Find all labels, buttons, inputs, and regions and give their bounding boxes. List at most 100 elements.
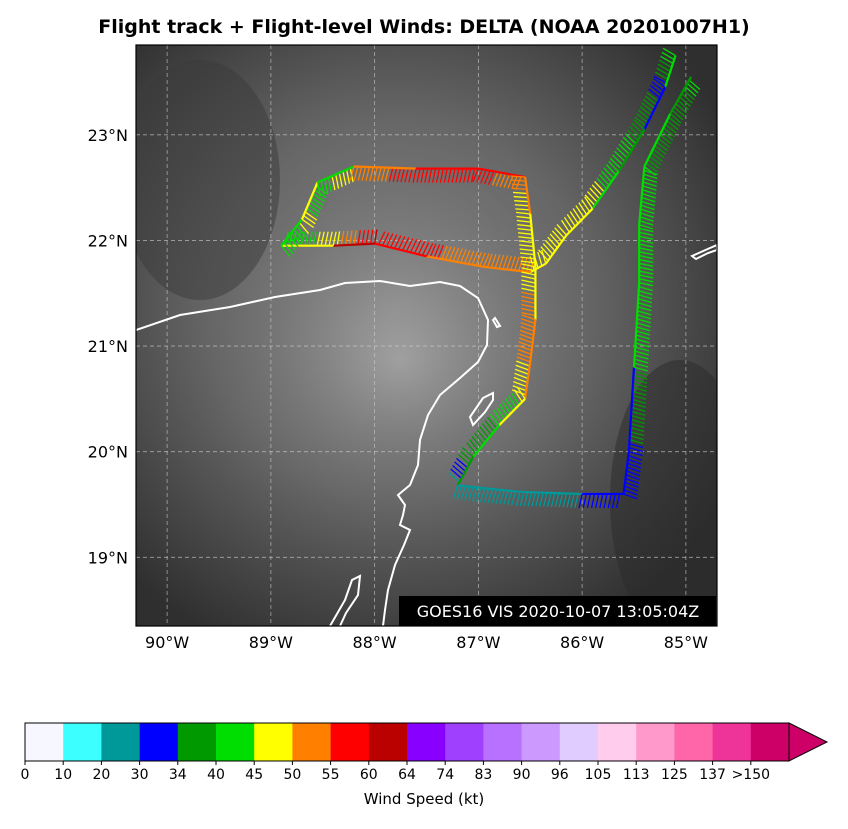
lon-tick-label: 88°W xyxy=(353,633,397,652)
wind-barb xyxy=(361,229,366,245)
wind-barb xyxy=(657,63,671,72)
wind-barb xyxy=(342,171,347,186)
wind-barb xyxy=(515,176,522,190)
wind-barb xyxy=(630,422,645,429)
wind-barb xyxy=(639,251,654,256)
wind-barb xyxy=(479,488,486,503)
wind-barb xyxy=(519,252,535,256)
wind-barb xyxy=(421,242,430,256)
wind-barb xyxy=(472,487,478,502)
wind-barb xyxy=(515,211,531,215)
wind-barb xyxy=(542,243,554,255)
wind-barb xyxy=(643,169,658,176)
wind-barb xyxy=(639,231,654,236)
wind-barb xyxy=(653,75,667,84)
wind-barb xyxy=(688,79,701,91)
wind-barb xyxy=(521,271,536,276)
wind-barb xyxy=(306,207,319,217)
lon-tick-label: 87°W xyxy=(456,633,500,652)
lat-tick-label: 20°N xyxy=(88,443,128,462)
wind-barb xyxy=(458,454,470,465)
wind-barb xyxy=(637,302,652,308)
wind-barb xyxy=(656,67,670,76)
wind-barb xyxy=(510,256,516,271)
coastline-cozumel xyxy=(468,391,494,427)
wind-barb xyxy=(638,298,653,304)
wind-barb xyxy=(603,167,615,179)
coastline xyxy=(136,243,717,626)
wind-barb xyxy=(482,253,490,268)
wind-barb xyxy=(662,47,676,57)
wind-barb xyxy=(620,140,632,152)
wind-barb xyxy=(584,196,594,210)
track-segment xyxy=(638,166,646,225)
wind-barb xyxy=(631,410,646,416)
satellite-stamp: GOES16 VIS 2020-10-07 13:05:04Z xyxy=(417,602,700,621)
longitude-labels: 90°W 89°W 88°W 87°W 86°W 85°W xyxy=(145,633,708,652)
wind-barb xyxy=(640,208,655,214)
map-figure: 19°N 20°N 21°N 22°N 23°N 90°W 89°W 88°W 87°W 86°… xyxy=(88,44,718,652)
wind-barb xyxy=(609,157,622,169)
wind-barb xyxy=(655,71,669,80)
wind-barb xyxy=(507,174,514,189)
wind-barb xyxy=(513,381,528,388)
wind-barb xyxy=(516,360,530,367)
wind-barb xyxy=(475,487,482,502)
wind-barb xyxy=(669,113,682,124)
wind-barb xyxy=(650,151,663,162)
wind-barb xyxy=(596,177,608,190)
wind-barb xyxy=(397,236,406,250)
wind-barb xyxy=(657,137,670,148)
wind-barb xyxy=(424,168,429,183)
wind-barb xyxy=(628,447,644,453)
track-segment xyxy=(632,282,641,368)
wind-barb xyxy=(401,237,410,251)
wind-barb xyxy=(608,160,619,173)
wind-barb xyxy=(644,95,657,106)
wind-barb xyxy=(380,167,386,182)
wind-barb xyxy=(468,486,474,501)
track-segment xyxy=(529,213,537,267)
wind-barb xyxy=(638,294,653,300)
wind-barb xyxy=(521,275,536,280)
wind-barb xyxy=(681,93,693,104)
track-segment xyxy=(353,165,417,170)
wind-barb xyxy=(634,350,649,356)
wind-barb xyxy=(584,194,596,206)
wind-barb xyxy=(280,245,291,258)
wind-barb xyxy=(474,432,485,445)
wind-barb xyxy=(298,222,310,235)
wind-barb xyxy=(633,378,648,384)
wind-barb xyxy=(521,318,536,325)
wind-barb xyxy=(365,229,370,245)
wind-barb xyxy=(335,174,340,189)
wind-barb xyxy=(437,244,445,259)
track-segment xyxy=(643,86,667,130)
wind-barb xyxy=(611,493,616,509)
wind-barb xyxy=(638,223,654,230)
wind-barb xyxy=(631,122,643,134)
colorbar-tick-label: 30 xyxy=(131,767,149,783)
wind-barb xyxy=(308,231,313,246)
wind-barb xyxy=(388,167,394,182)
wind-barb xyxy=(463,168,468,183)
cloud-texture xyxy=(136,60,280,300)
track-segment xyxy=(544,234,568,265)
wind-barb xyxy=(327,177,332,192)
wind-barb xyxy=(510,175,526,178)
wind-barb xyxy=(521,267,536,272)
wind-barb xyxy=(456,485,463,500)
wind-barb xyxy=(646,91,659,102)
wind-barb xyxy=(635,346,650,352)
wind-barb xyxy=(316,231,321,246)
wind-barb xyxy=(447,168,452,183)
colorbar-cell xyxy=(407,723,446,761)
wind-barb xyxy=(627,458,642,465)
colorbar-frame xyxy=(24,722,790,762)
wind-barb xyxy=(630,418,645,424)
wind-barb xyxy=(520,260,536,264)
wind-barb xyxy=(460,486,467,501)
wind-barb xyxy=(466,442,477,455)
wind-barb xyxy=(405,238,414,252)
wind-barb xyxy=(643,99,656,109)
